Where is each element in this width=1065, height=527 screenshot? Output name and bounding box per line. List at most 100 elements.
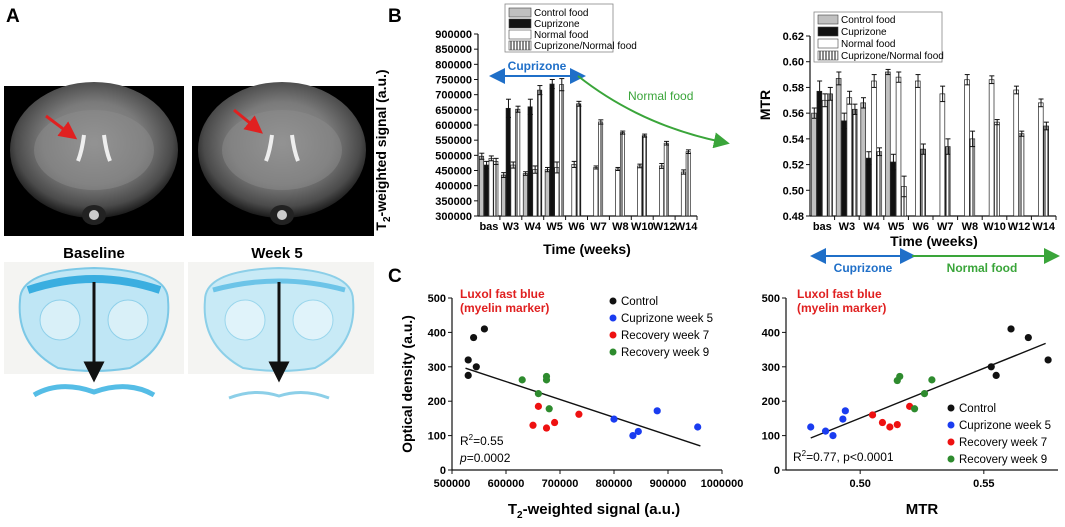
bar-cuprizone-normal-food	[920, 148, 926, 217]
bar-cuprizone-normal-food	[969, 138, 976, 217]
x-tick-label: W10	[631, 221, 654, 233]
bar-normal-food	[871, 80, 877, 217]
x-tick-label: W6	[912, 221, 929, 233]
regression-line	[465, 367, 701, 447]
svg-text:Cuprizone/Normal food: Cuprizone/Normal food	[534, 41, 637, 52]
regression-line	[810, 342, 1046, 439]
bar-cuprizone	[527, 106, 533, 217]
point-recovery-week-7	[551, 418, 559, 427]
bar-normal-food	[915, 80, 921, 217]
x-tick-label: 500000	[434, 478, 471, 490]
x-tick-label: W14	[675, 221, 699, 233]
svg-text:Cuprizone: Cuprizone	[508, 59, 567, 73]
bar-normal-food	[615, 168, 621, 217]
x-tick-label: 0.50	[849, 478, 870, 490]
point-control	[470, 333, 478, 342]
bar-control-food	[544, 169, 550, 217]
y-tick-label: 0.54	[783, 134, 805, 146]
bar-normal-food	[510, 164, 516, 217]
b-right-legend: Control food Cuprizone Normal food Cupri…	[813, 11, 944, 63]
baseline-label: Baseline	[63, 245, 125, 262]
x-tick-label: W3	[839, 221, 856, 233]
bar-cuprizone	[483, 164, 489, 217]
x-tick-label: W6	[568, 221, 585, 233]
y-tick-label: 0	[774, 465, 780, 477]
y-tick-label: 900000	[435, 29, 472, 41]
y-tick-label: 300	[428, 362, 446, 374]
svg-text:Normal food: Normal food	[947, 261, 1018, 275]
svg-text:p=0.0002: p=0.0002	[459, 451, 511, 465]
point-cuprizone-week-5	[634, 427, 642, 436]
bar-normal-food	[680, 171, 686, 217]
x-tick-label: W4	[863, 221, 880, 233]
lfb-week5	[188, 262, 374, 400]
point-recovery-week-7	[529, 421, 537, 429]
point-recovery-week-9	[545, 405, 553, 413]
bar-cuprizone-normal-food	[876, 151, 883, 217]
svg-text:Control: Control	[959, 403, 996, 415]
bar-cuprizone-normal-food	[1043, 125, 1049, 217]
svg-text:Control food: Control food	[841, 15, 895, 26]
bar-cuprizone-normal-food	[685, 151, 691, 217]
bar-normal-food	[1038, 102, 1044, 217]
svg-text:R2=0.55: R2=0.55	[460, 433, 504, 448]
b-right-normal-arrow: Normal food	[912, 248, 1060, 275]
x-tick-label: 0.55	[973, 478, 994, 490]
b-left-xlabel: Time (weeks)	[543, 241, 631, 257]
y-tick-label: 650000	[435, 105, 472, 117]
bar-control-food	[522, 173, 528, 217]
bar-normal-food	[488, 158, 494, 217]
point-recovery-week-9	[896, 372, 904, 381]
point-control	[992, 371, 1000, 379]
mri-week5	[192, 82, 374, 236]
point-recovery-week-7	[878, 418, 887, 427]
point-cuprizone-week-5	[821, 427, 830, 435]
bar-normal-food	[895, 76, 902, 217]
x-tick-label: 800000	[596, 478, 633, 490]
panel-label-b: B	[388, 6, 402, 27]
y-tick-label: 300000	[435, 211, 472, 223]
point-cuprizone-week-5	[807, 423, 815, 431]
bar-control-food	[811, 112, 817, 217]
y-tick-label: 500	[428, 293, 446, 305]
x-tick-label: W5	[888, 221, 905, 233]
point-recovery-week-7	[575, 410, 583, 418]
bar-cuprizone-normal-food	[537, 89, 543, 217]
x-tick-label: W10	[983, 221, 1006, 233]
c-left-ylabel: Optical density (a.u.)	[399, 315, 415, 453]
bar-cuprizone-normal-food	[1018, 133, 1025, 217]
x-tick-label: 700000	[542, 478, 579, 490]
y-tick-label: 0.62	[783, 31, 804, 43]
x-tick-label: W12	[653, 221, 676, 233]
x-tick-label: W7	[590, 221, 607, 233]
bar-control-food	[500, 174, 506, 217]
bar-normal-food	[1013, 89, 1019, 217]
x-tick-label: W12	[1008, 221, 1031, 233]
y-tick-label: 400000	[435, 181, 472, 193]
c-left-legend: Control Cuprizone week 5 Recovery week 7…	[609, 296, 713, 359]
point-recovery-week-7	[868, 411, 877, 419]
bar-normal-food	[846, 97, 853, 217]
c-left-stats: R2=0.55 p=0.0002	[459, 433, 511, 465]
bar-cuprizone-normal-food	[827, 93, 833, 217]
svg-text:Recovery week 7: Recovery week 7	[621, 330, 709, 342]
y-tick-label: 0.56	[783, 108, 804, 120]
y-tick-label: 0.48	[783, 211, 804, 223]
y-tick-label: 850000	[435, 44, 472, 56]
bar-cuprizone-normal-food	[515, 108, 521, 217]
point-control	[464, 371, 472, 379]
svg-text:Cuprizone week 5: Cuprizone week 5	[959, 420, 1051, 432]
point-recovery-week-7	[534, 402, 543, 410]
point-cuprizone-week-5	[841, 407, 849, 415]
bar-control-food	[860, 102, 867, 217]
x-tick-label: 600000	[488, 478, 525, 490]
bar-cuprizone-normal-food	[663, 142, 669, 217]
point-cuprizone-week-5	[694, 423, 702, 431]
bar-cuprizone-normal-food	[641, 135, 647, 217]
point-recovery-week-9	[920, 390, 929, 398]
mri-baseline	[4, 82, 184, 236]
point-control	[480, 325, 488, 333]
x-tick-label: W4	[525, 221, 542, 233]
y-tick-label: 0.58	[783, 82, 804, 94]
